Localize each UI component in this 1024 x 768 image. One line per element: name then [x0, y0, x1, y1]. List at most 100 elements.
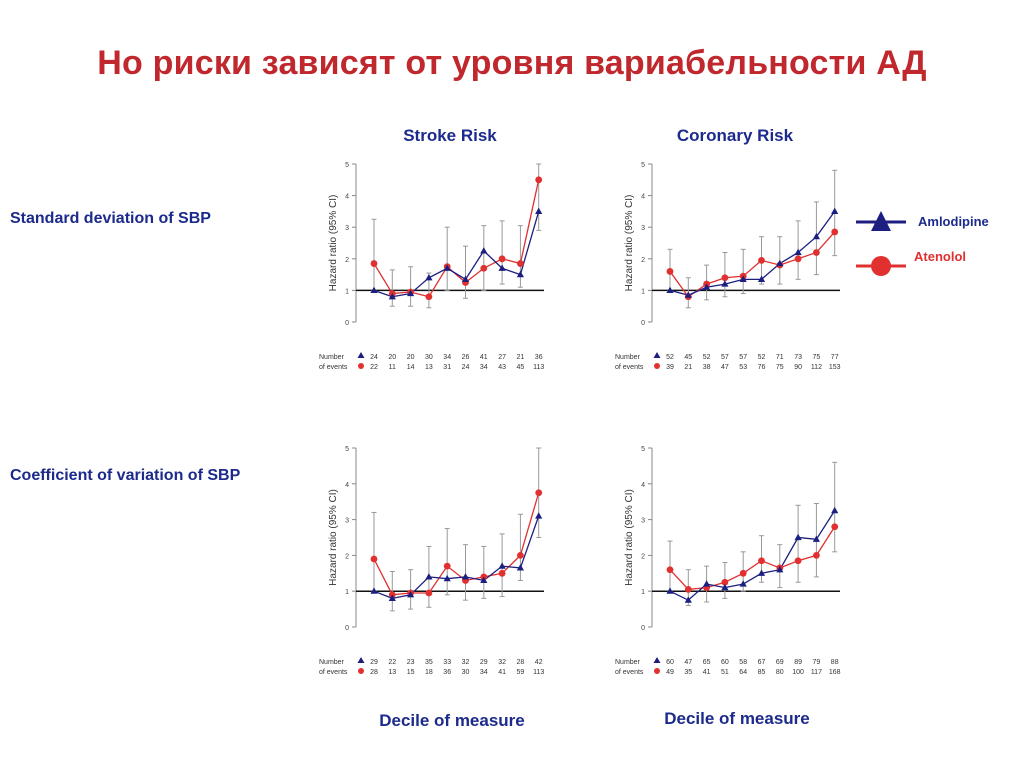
events-count-amlodipine: 89 [794, 659, 802, 666]
data-point-atenolol [721, 274, 729, 282]
data-point-atenolol [498, 255, 506, 263]
y-tick-label: 2 [345, 553, 349, 560]
data-point-atenolol [813, 552, 820, 559]
data-point-amlodipine [535, 207, 543, 214]
data-point-amlodipine [812, 232, 820, 240]
y-tick-label: 0 [641, 625, 645, 632]
series-line-atenolol [373, 492, 540, 596]
events-marker-amlodipine [357, 657, 365, 663]
y-axis-label: Hazard ratio (95% CI) [624, 195, 635, 292]
events-count-atenolol: 75 [776, 364, 784, 371]
events-count-atenolol: 85 [758, 669, 766, 676]
data-point-amlodipine [498, 562, 506, 569]
events-count-atenolol: 38 [703, 364, 711, 371]
legend-atenolol-label: Atenolol [914, 249, 966, 264]
data-point-amlodipine [721, 280, 729, 287]
events-count-amlodipine: 52 [758, 354, 766, 361]
events-count-amlodipine: 52 [703, 354, 711, 361]
events-count-atenolol: 47 [721, 364, 729, 371]
data-point-amlodipine [812, 535, 820, 542]
events-count-atenolol: 15 [407, 669, 415, 676]
data-point-amlodipine [776, 259, 784, 267]
data-point-amlodipine [831, 207, 839, 214]
y-tick-label: 4 [345, 194, 349, 201]
events-count-atenolol: 168 [829, 669, 841, 676]
events-count-amlodipine: 58 [739, 659, 747, 666]
data-point-amlodipine [739, 275, 747, 282]
events-count-amlodipine: 41 [480, 354, 488, 361]
y-tick-label: 1 [345, 589, 349, 596]
events-count-atenolol: 35 [684, 669, 692, 676]
series-line-atenolol [669, 526, 836, 591]
data-point-atenolol [758, 557, 765, 565]
events-count-amlodipine: 36 [535, 354, 543, 361]
legend-amlodipine-label: Amlodipine [918, 214, 989, 229]
data-point-amlodipine [480, 576, 488, 584]
y-tick-label: 4 [641, 194, 645, 201]
data-point-atenolol [831, 523, 839, 531]
events-count-atenolol: 24 [462, 364, 470, 371]
slide-title: Но риски зависят от уровня вариабельност… [97, 44, 927, 82]
events-count-amlodipine: 23 [407, 659, 415, 666]
events-count-amlodipine: 45 [684, 354, 692, 361]
column-title-stroke: Stroke Risk [403, 126, 497, 145]
y-axis-label: Hazard ratio (95% CI) [328, 489, 339, 586]
events-label-of-events: of events [319, 364, 348, 371]
y-tick-label: 2 [641, 257, 645, 264]
events-marker-atenolol [654, 363, 660, 369]
y-tick-label: 5 [641, 446, 645, 453]
y-tick-label: 4 [641, 482, 645, 489]
data-point-amlodipine [407, 289, 415, 297]
legend-markers [856, 211, 906, 276]
y-tick-label: 3 [641, 225, 645, 232]
data-point-atenolol [813, 249, 820, 256]
events-count-atenolol: 28 [370, 669, 378, 676]
events-count-atenolol: 113 [533, 364, 544, 371]
events-count-atenolol: 31 [443, 364, 451, 371]
events-count-amlodipine: 60 [721, 659, 729, 666]
data-point-amlodipine [461, 275, 470, 282]
events-count-atenolol: 22 [370, 364, 378, 371]
events-count-amlodipine: 60 [666, 659, 674, 666]
data-point-amlodipine [516, 564, 524, 571]
events-count-amlodipine: 71 [776, 354, 784, 361]
events-count-amlodipine: 73 [794, 354, 802, 361]
data-point-atenolol [684, 586, 692, 593]
y-tick-label: 1 [641, 288, 645, 295]
legend-amlodipine-triangle-icon [871, 211, 891, 231]
y-tick-label: 5 [345, 446, 349, 453]
data-point-atenolol [794, 557, 802, 565]
events-count-atenolol: 11 [389, 364, 396, 371]
events-marker-atenolol [358, 363, 364, 369]
events-count-amlodipine: 35 [425, 659, 433, 666]
data-point-amlodipine [407, 590, 415, 598]
events-count-atenolol: 41 [498, 669, 506, 676]
events-count-amlodipine: 29 [480, 659, 488, 666]
events-label-number: Number [615, 354, 641, 361]
data-point-amlodipine [388, 292, 396, 300]
events-count-amlodipine: 52 [666, 354, 674, 361]
data-point-amlodipine [370, 286, 378, 293]
series-line-amlodipine [669, 211, 836, 296]
data-point-amlodipine [776, 565, 784, 573]
data-point-amlodipine [498, 264, 506, 271]
data-point-amlodipine [535, 512, 543, 519]
data-point-amlodipine [757, 275, 766, 282]
data-point-atenolol [794, 255, 802, 263]
series-line-atenolol [373, 179, 540, 298]
events-count-amlodipine: 77 [831, 354, 839, 361]
events-count-atenolol: 49 [666, 669, 674, 676]
events-label-number: Number [319, 659, 345, 666]
data-point-amlodipine [684, 291, 692, 298]
x-axis-label-stroke: Decile of measure [379, 711, 525, 730]
data-point-atenolol [666, 268, 674, 275]
data-point-amlodipine [461, 573, 470, 580]
events-count-amlodipine: 67 [758, 659, 766, 666]
data-point-atenolol [758, 256, 765, 264]
data-point-amlodipine [703, 580, 711, 587]
events-count-amlodipine: 75 [813, 354, 821, 361]
events-count-atenolol: 36 [443, 669, 451, 676]
events-count-amlodipine: 24 [370, 354, 378, 361]
